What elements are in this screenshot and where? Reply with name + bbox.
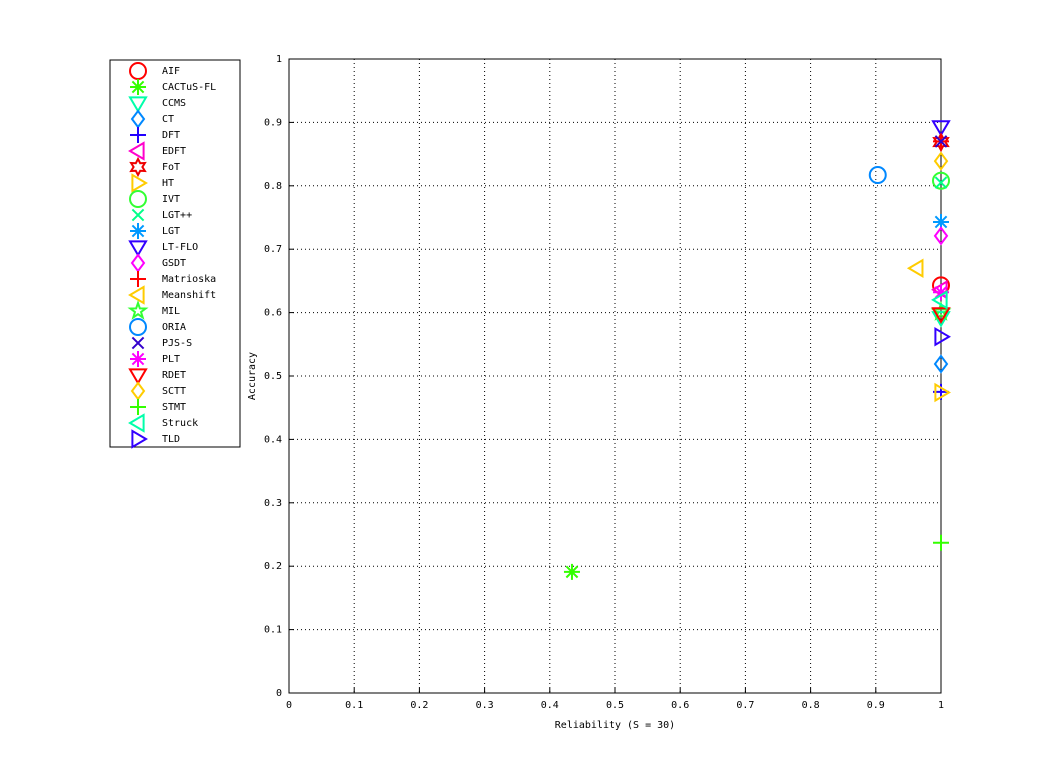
legend-marker [128,240,148,257]
legend-label: Matrioska [162,274,216,285]
legend-label: HT [162,178,174,189]
legend-marker [128,141,145,161]
data-point [933,226,949,246]
data-point [931,290,948,310]
data-point [931,120,951,137]
y-tick-label: 0.1 [264,625,282,636]
legend-label: STMT [162,402,186,413]
data-point [934,176,948,189]
legend-label: AIF [162,66,180,77]
x-tick-label: 0.8 [802,700,820,711]
legend-label: PLT [162,354,180,365]
y-tick-label: 0.5 [264,371,282,382]
data-point [931,307,951,324]
x-tick-label: 0.9 [867,700,885,711]
legend-label: Struck [162,418,198,429]
data-point [930,300,952,321]
x-tick-label: 1 [938,700,944,711]
legend-marker [130,79,146,95]
legend-marker [127,299,149,320]
data-point [906,258,924,278]
legend-label: FoT [162,162,180,173]
x-tick-label: 0.2 [410,700,428,711]
data-point [933,354,949,374]
data-point [933,213,949,230]
y-tick-label: 0 [276,688,282,699]
legend-label: Meanshift [162,290,216,301]
legend-label: MIL [162,306,180,317]
x-tick-label: 0.4 [541,700,559,711]
legend-marker [130,127,146,143]
legend-label: LT-FLO [162,242,198,253]
data-point [934,382,951,403]
x-tick-label: 0.5 [606,700,624,711]
legend-marker [128,285,145,305]
y-tick-label: 0.8 [264,181,282,192]
legend-label: SCTT [162,386,186,397]
legend-marker [128,368,148,385]
data-point [933,151,949,171]
x-tick-label: 0 [286,700,292,711]
y-tick-label: 0.4 [264,434,282,445]
y-tick-label: 0.2 [264,561,282,572]
legend-marker [129,318,148,336]
data-point [563,563,580,580]
legend-marker [131,336,145,350]
x-tick-label: 0.6 [671,700,689,711]
legend-label: ORIA [162,322,186,333]
legend-marker [129,156,147,178]
legend-marker [128,96,148,113]
legend-label: GSDT [162,258,186,269]
legend-label: CT [162,114,174,125]
y-tick-label: 1 [276,54,282,65]
legend-label: TLD [162,434,180,445]
legend-marker [131,429,148,449]
legend-marker [130,271,146,287]
x-axis-label: Reliability (S = 30) [555,720,675,731]
legend-label: IVT [162,194,180,205]
y-tick-label: 0.9 [264,117,282,128]
y-axis-label: Accuracy [247,352,258,400]
legend-marker [128,413,145,433]
data-point [934,135,948,148]
legend-marker [129,62,148,80]
legend-label: PJS-S [162,338,192,349]
legend-label: DFT [162,130,180,141]
legend-marker [129,190,148,208]
legend-marker [131,173,148,193]
data-point [932,131,950,153]
data-point [933,284,949,301]
x-tick-label: 0.1 [345,700,363,711]
legend-label: RDET [162,370,186,381]
legend-label: EDFT [162,146,186,157]
legend-marker [130,223,146,239]
legend-box [109,59,241,448]
legend-marker [130,399,146,415]
data-point [868,166,887,184]
x-tick-label: 0.3 [476,700,494,711]
y-tick-label: 0.7 [264,244,282,255]
legend-label: LGT++ [162,210,192,221]
y-tick-label: 0.3 [264,498,282,509]
data-point [933,534,949,551]
legend-label: LGT [162,226,180,237]
legend-label: CCMS [162,98,186,109]
legend-label: CACTuS-FL [162,82,216,93]
legend-marker [131,208,145,222]
data-point [934,326,951,347]
x-tick-label: 0.7 [736,700,754,711]
y-tick-label: 0.6 [264,308,282,319]
legend-marker [130,351,146,367]
